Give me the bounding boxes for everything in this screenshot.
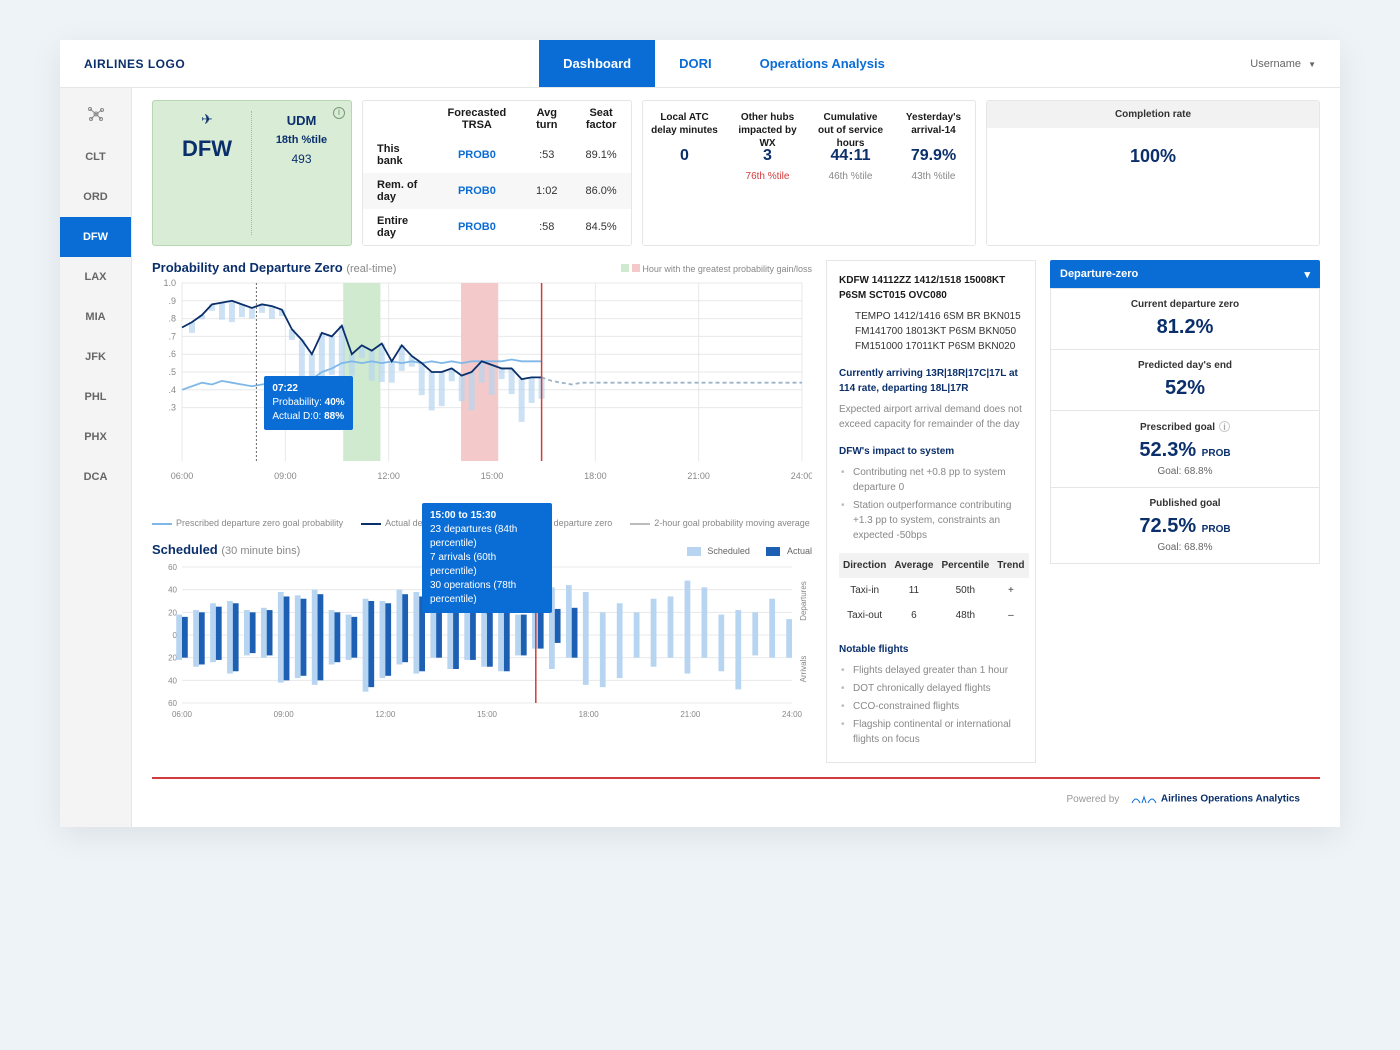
completion-label: Completion rate bbox=[987, 101, 1319, 128]
chevron-down-icon: ▾ bbox=[1304, 268, 1310, 281]
svg-text:21:00: 21:00 bbox=[680, 710, 701, 719]
stat-col: Other hubs impacted by WX376th %tile bbox=[726, 101, 809, 192]
svg-text:Arrivals: Arrivals bbox=[799, 656, 808, 683]
svg-text:09:00: 09:00 bbox=[274, 471, 297, 481]
svg-text:1.0: 1.0 bbox=[163, 279, 176, 288]
info-icon[interactable]: i bbox=[333, 107, 345, 119]
logo: AIRLINES LOGO bbox=[60, 57, 209, 71]
username: Username bbox=[1250, 58, 1301, 70]
svg-text:18:00: 18:00 bbox=[584, 471, 607, 481]
completion-value: 100% bbox=[987, 128, 1319, 185]
svg-text:09:00: 09:00 bbox=[274, 710, 295, 719]
sidebar: CLTORDDFWLAXMIAJFKPHLPHXDCA bbox=[60, 88, 132, 827]
sidebar-item-lax[interactable]: LAX bbox=[60, 257, 131, 297]
prob-legend-note: Hour with the greatest probability gain/… bbox=[621, 264, 812, 274]
svg-text:.6: .6 bbox=[168, 349, 176, 359]
svg-text:60: 60 bbox=[168, 699, 177, 708]
sidebar-item-phl[interactable]: PHL bbox=[60, 377, 131, 417]
metar: KDFW 14112ZZ 1412/1518 15008KT P6SM SCT0… bbox=[839, 273, 1023, 303]
svg-text:24:00: 24:00 bbox=[791, 471, 812, 481]
demand-note: Expected airport arrival demand does not… bbox=[839, 402, 1023, 432]
sidebar-item-phx[interactable]: PHX bbox=[60, 417, 131, 457]
svg-text:.8: .8 bbox=[168, 314, 176, 324]
svg-text:18:00: 18:00 bbox=[579, 710, 600, 719]
chevron-down-icon: ▼ bbox=[1308, 60, 1316, 69]
topbar: AIRLINES LOGO Dashboard DORI Operations … bbox=[60, 40, 1340, 88]
metric-card: Published goal72.5% PROBGoal: 68.8% bbox=[1050, 487, 1320, 564]
runway-status: Currently arriving 13R|18R|17C|17L at 11… bbox=[839, 366, 1023, 396]
svg-text:.9: .9 bbox=[168, 296, 176, 306]
metric-card: Current departure zero81.2% bbox=[1050, 288, 1320, 350]
nav-ops-analysis[interactable]: Operations Analysis bbox=[736, 40, 909, 87]
footer: Powered by Airlines Operations Analytics bbox=[152, 779, 1320, 819]
airport-card: i ✈ DFW UDM 18th %tile 493 bbox=[152, 100, 352, 246]
sidebar-item-dca[interactable]: DCA bbox=[60, 457, 131, 497]
stat-col: Local ATC delay minutes0 bbox=[643, 101, 726, 192]
metrics-panel: Departure-zero ▾ Current departure zero8… bbox=[1050, 260, 1320, 763]
network-icon[interactable] bbox=[60, 96, 131, 137]
svg-text:.3: .3 bbox=[168, 403, 176, 413]
metric-card: Prescribed goali52.3% PROBGoal: 68.8% bbox=[1050, 410, 1320, 488]
svg-text:.5: .5 bbox=[168, 367, 176, 377]
notable-header: Notable flights bbox=[839, 642, 1023, 657]
svg-text:12:00: 12:00 bbox=[377, 471, 400, 481]
nav-dori[interactable]: DORI bbox=[655, 40, 736, 87]
sidebar-item-jfk[interactable]: JFK bbox=[60, 337, 131, 377]
svg-text:24:00: 24:00 bbox=[782, 710, 803, 719]
forecast-table: Forecasted TRSAAvg turnSeat factor This … bbox=[362, 100, 632, 246]
plane-icon: ✈ bbox=[163, 111, 251, 128]
main-content: i ✈ DFW UDM 18th %tile 493 Forecasted TR… bbox=[132, 88, 1340, 827]
departure-zero-dropdown[interactable]: Departure-zero ▾ bbox=[1050, 260, 1320, 289]
svg-text:.7: .7 bbox=[168, 331, 176, 341]
impact-list: Contributing net +0.8 pp to system depar… bbox=[839, 465, 1023, 543]
svg-text:12:00: 12:00 bbox=[375, 710, 396, 719]
scheduled-chart[interactable]: 204060204060006:0009:0012:0015:0018:0021… bbox=[152, 561, 812, 736]
metric-card: Predicted day's end52% bbox=[1050, 349, 1320, 411]
svg-text:Departures: Departures bbox=[799, 581, 808, 621]
udm-label: UDM bbox=[262, 113, 341, 128]
svg-text:21:00: 21:00 bbox=[687, 471, 710, 481]
svg-text:06:00: 06:00 bbox=[172, 710, 193, 719]
taxi-table: DirectionAveragePercentileTrend Taxi-in1… bbox=[839, 553, 1029, 628]
probability-chart[interactable]: .3 .4 .5 .6 .7 .8 .9 1.0 06:00 09:00 12:00 15:00 18:… bbox=[152, 279, 812, 514]
udm-value: 493 bbox=[262, 152, 341, 166]
sidebar-item-dfw[interactable]: DFW bbox=[60, 217, 131, 257]
sidebar-item-mia[interactable]: MIA bbox=[60, 297, 131, 337]
notable-list: Flights delayed greater than 1 hourDOT c… bbox=[839, 663, 1023, 747]
sidebar-item-ord[interactable]: ORD bbox=[60, 177, 131, 217]
airport-code: DFW bbox=[163, 136, 251, 162]
sidebar-item-clt[interactable]: CLT bbox=[60, 137, 131, 177]
prob-tooltip: 07:22Probability: 40%Actual D:0: 88% bbox=[264, 376, 352, 430]
sched-tooltip: 15:00 to 15:3023 departures (84th percen… bbox=[422, 503, 552, 613]
info-panel: KDFW 14112ZZ 1412/1518 15008KT P6SM SCT0… bbox=[826, 260, 1036, 763]
svg-text:20: 20 bbox=[168, 654, 177, 663]
svg-text:06:00: 06:00 bbox=[171, 471, 194, 481]
impact-header: DFW's impact to system bbox=[839, 444, 1023, 459]
svg-text:15:00: 15:00 bbox=[477, 710, 498, 719]
svg-text:40: 40 bbox=[168, 586, 177, 595]
stat-col: Yesterday's arrival-1479.9%43th %tile bbox=[892, 101, 975, 192]
svg-text:15:00: 15:00 bbox=[481, 471, 504, 481]
svg-text:.4: .4 bbox=[168, 385, 176, 395]
sched-legend: Scheduled Actual bbox=[687, 546, 812, 556]
sched-chart-title: Scheduled (30 minute bins) bbox=[152, 542, 300, 557]
user-menu[interactable]: Username ▼ bbox=[1226, 58, 1340, 70]
prob-chart-title: Probability and Departure Zero (real-tim… bbox=[152, 260, 396, 275]
completion-card: Completion rate 100% bbox=[986, 100, 1320, 246]
svg-text:60: 60 bbox=[168, 563, 177, 572]
udm-percentile: 18th %tile bbox=[262, 134, 341, 146]
stats-card: Local ATC delay minutes0 Other hubs impa… bbox=[642, 100, 976, 246]
nav-dashboard[interactable]: Dashboard bbox=[539, 40, 655, 87]
top-nav: Dashboard DORI Operations Analysis bbox=[539, 40, 909, 87]
svg-text:40: 40 bbox=[168, 676, 177, 685]
svg-text:20: 20 bbox=[168, 608, 177, 617]
stat-col: Cumulative out of service hours44:1146th… bbox=[809, 101, 892, 192]
